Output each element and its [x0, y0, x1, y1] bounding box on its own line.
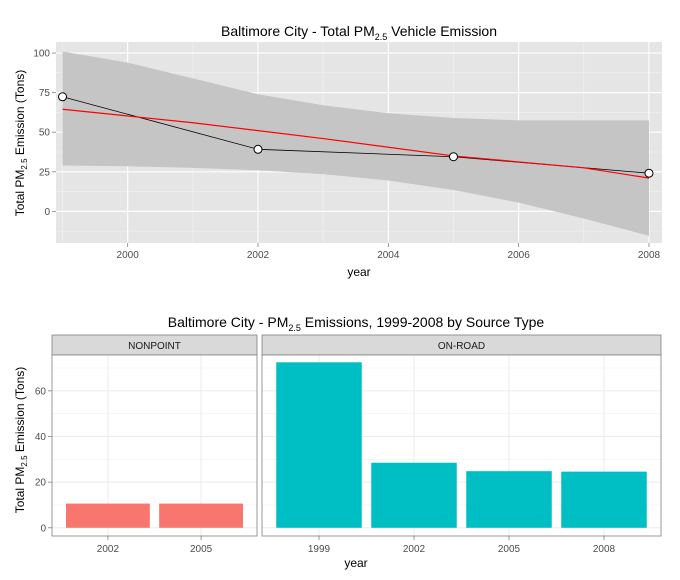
y-tick-label: 100 — [33, 49, 50, 60]
facet-strip-label: NONPOINT — [128, 341, 181, 352]
x-tick-label: 1999 — [308, 544, 331, 555]
facets: NONPOINT 2002 2005 ON-ROAD 1999 2002 2005 2008 — [51, 334, 662, 555]
facet-strip-label: ON-ROAD — [438, 341, 485, 352]
data-point — [644, 168, 654, 178]
bar — [65, 503, 150, 528]
x-tick-label: 2008 — [593, 544, 616, 555]
confidence-band-area — [62, 51, 649, 236]
x-tick-labels: 2000 2002 2004 2006 2008 — [117, 243, 661, 261]
chart-title: Baltimore City - Total PM2.5 Vehicle Emi… — [221, 23, 497, 42]
y-axis-title: Total PM2.5 Emission (Tons) — [13, 70, 29, 217]
bar — [371, 462, 457, 528]
x-tick-label: 2002 — [403, 544, 426, 555]
facet-on-road: ON-ROAD 1999 2002 2005 2008 — [261, 334, 662, 555]
facet-nonpoint: NONPOINT 2002 2005 — [51, 334, 258, 555]
data-point — [58, 92, 68, 102]
x-tick-label: 2005 — [190, 544, 213, 555]
y-tick-label: 60 — [35, 386, 47, 397]
x-axis-title: year — [344, 556, 367, 570]
confidence-band — [62, 51, 649, 236]
panel-border — [51, 354, 258, 537]
y-tick-label: 25 — [39, 167, 51, 178]
y-tick-labels: 0 20 40 60 — [35, 386, 52, 534]
series-lines — [62, 96, 650, 179]
x-axis-title: year — [347, 265, 370, 279]
x-tick-label: 2002 — [97, 544, 120, 555]
y-tick-label: 0 — [40, 523, 46, 534]
y-tick-label: 20 — [35, 478, 47, 489]
chart-vehicle-emission: 0 25 50 75 100 2000 2002 2004 2006 2008 Baltimor… — [13, 23, 662, 279]
x-tick-label: 2008 — [638, 250, 661, 261]
x-tick-label: 2006 — [508, 250, 531, 261]
data-point — [253, 144, 263, 154]
x-tick-labels: 2002 2005 — [97, 536, 213, 555]
bars — [65, 503, 244, 528]
x-tick-labels: 1999 2002 2005 2008 — [308, 536, 616, 555]
panel-border — [261, 354, 662, 537]
x-tick-label: 2000 — [117, 250, 140, 261]
series-line-smooth — [62, 108, 650, 179]
y-tick-label: 40 — [35, 432, 47, 443]
y-tick-label: 0 — [44, 207, 50, 218]
y-axis-title: Total PM2.5 Emission (Tons) — [13, 367, 29, 514]
bar — [466, 471, 552, 528]
y-tick-label: 75 — [39, 88, 51, 99]
chart-title: Baltimore City - PM2.5 Emissions, 1999-2… — [168, 314, 545, 333]
y-tick-labels: 0 25 50 75 100 — [33, 49, 56, 218]
y-tick-label: 50 — [39, 128, 51, 139]
bars — [276, 362, 647, 528]
x-tick-label: 2004 — [377, 250, 400, 261]
bar — [561, 471, 647, 528]
x-tick-label: 2002 — [247, 250, 270, 261]
data-point — [448, 152, 458, 162]
series-points — [58, 92, 654, 178]
x-tick-label: 2005 — [498, 544, 521, 555]
bar — [159, 503, 244, 528]
bar — [276, 362, 362, 528]
